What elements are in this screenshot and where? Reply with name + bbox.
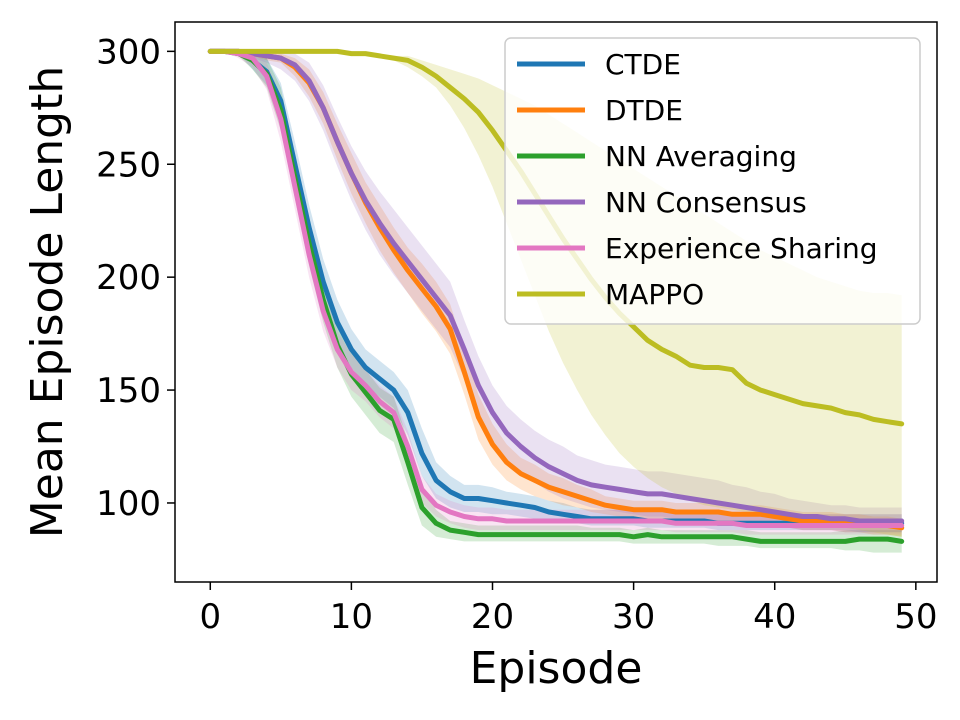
x-tick-label: 30 <box>612 597 655 637</box>
legend-label-nn-consensus: NN Consensus <box>605 186 807 219</box>
x-tick-label: 40 <box>753 597 796 637</box>
y-tick-label: 150 <box>96 371 161 411</box>
series-line-experience-sharing <box>207 48 905 528</box>
x-tick-label: 50 <box>894 597 937 637</box>
legend-label-experience-sharing: Experience Sharing <box>605 232 878 265</box>
x-tick-label: 0 <box>199 597 221 637</box>
y-tick-label: 100 <box>96 484 161 524</box>
y-tick-label: 200 <box>96 258 161 298</box>
plot-frame <box>174 21 938 583</box>
legend: CTDE DTDE NN Averaging NN Consensus Experien… <box>504 37 921 325</box>
x-tick-label: 10 <box>330 597 373 637</box>
legend-label-dtde: DTDE <box>605 94 683 127</box>
y-tick-label: 250 <box>96 145 161 185</box>
legend-label-nn-averaging: NN Averaging <box>605 140 797 173</box>
band-nn-averaging <box>210 51 902 553</box>
y-tick-label: 300 <box>96 32 161 72</box>
x-axis-label: Episode <box>470 643 643 694</box>
series-line-nn-averaging <box>207 48 905 544</box>
x-tick-label: 20 <box>471 597 514 637</box>
y-axis-label: Mean Episode Length <box>22 66 73 538</box>
y-axis-ticks: 100 150 200 250 300 <box>96 32 175 524</box>
series-line-nn-consensus <box>207 48 905 524</box>
x-axis-ticks: 0 10 20 30 40 50 <box>199 582 937 637</box>
legend-label-mappo: MAPPO <box>605 278 704 311</box>
legend-box <box>504 37 921 325</box>
legend-label-ctde: CTDE <box>605 48 681 81</box>
